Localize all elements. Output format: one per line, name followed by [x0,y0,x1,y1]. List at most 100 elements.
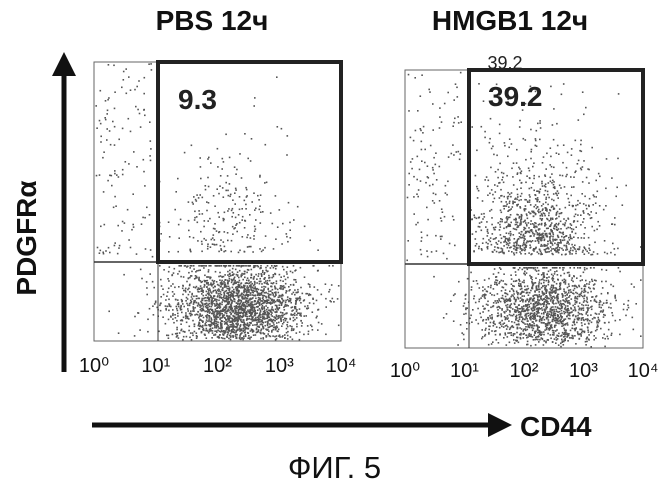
event-dot [542,210,544,212]
event-dot [586,300,588,302]
event-dot [509,138,511,140]
event-dot [232,226,234,228]
event-dot [252,309,254,311]
event-dot [556,298,558,300]
event-dot [190,332,192,334]
event-dot [240,329,242,331]
event-dot [280,318,282,320]
event-dot [481,329,483,331]
event-dot [583,272,585,274]
event-dot [494,246,496,248]
panel-2-events [406,72,641,348]
event-dot [123,274,125,276]
event-dot [554,287,556,289]
event-dot [168,221,170,223]
event-dot [552,306,554,308]
event-dot [533,282,535,284]
event-dot [548,276,550,278]
event-dot [545,342,547,344]
event-dot [211,298,213,300]
event-dot [563,311,565,313]
event-dot [586,251,588,253]
event-dot [547,204,549,206]
event-dot [295,306,297,308]
event-dot [251,277,253,279]
event-dot [287,335,289,337]
event-dot [515,311,517,313]
event-dot [99,120,101,122]
event-dot [633,329,635,331]
event-dot [219,315,221,317]
event-dot [583,290,585,292]
event-dot [163,269,165,271]
event-dot [254,281,256,283]
event-dot [562,296,564,298]
event-dot [537,327,539,329]
event-dot [573,236,575,238]
event-dot [545,202,547,204]
event-dot [554,224,556,226]
event-dot [557,279,559,281]
event-dot [503,273,505,275]
event-dot [168,337,170,339]
event-dot [546,277,548,279]
event-dot [591,279,593,281]
event-dot [520,245,522,247]
event-dot [515,242,517,244]
event-dot [512,206,514,208]
event-dot [538,289,540,291]
event-dot [594,230,596,232]
event-dot [254,209,256,211]
event-dot [169,236,171,238]
event-dot [207,307,209,309]
event-dot [254,284,256,286]
event-dot [243,330,245,332]
event-dot [486,246,488,248]
event-dot [295,303,297,305]
event-dot [584,196,586,198]
event-dot [556,244,558,246]
event-dot [176,336,178,338]
event-dot [601,269,603,271]
event-dot [590,346,592,348]
event-dot [524,311,526,313]
event-dot [245,315,247,317]
event-dot [289,298,291,300]
event-dot [500,251,502,253]
event-dot [153,287,155,289]
event-dot [277,126,279,128]
event-dot [168,335,170,337]
event-dot [103,151,105,153]
event-dot [266,315,268,317]
event-dot [114,126,116,128]
event-dot [177,251,179,253]
event-dot [543,276,545,278]
event-dot [501,238,503,240]
event-dot [575,140,577,142]
event-dot [586,268,588,270]
event-dot [550,86,552,88]
event-dot [541,283,543,285]
event-dot [559,311,561,313]
event-dot [262,272,264,274]
event-dot [550,338,552,340]
event-dot [131,229,133,231]
event-dot [252,297,254,299]
event-dot [587,213,589,215]
event-dot [575,253,577,255]
event-dot [216,230,218,232]
event-dot [218,251,220,253]
event-dot [230,320,232,322]
event-dot [138,80,140,82]
event-dot [250,298,252,300]
event-dot [108,97,110,99]
event-dot [317,249,319,251]
event-dot [207,309,209,311]
event-dot [316,317,318,319]
event-dot [284,309,286,311]
event-dot [607,338,609,340]
event-dot [461,332,463,334]
event-dot [219,334,221,336]
event-dot [265,280,267,282]
event-dot [293,292,295,294]
